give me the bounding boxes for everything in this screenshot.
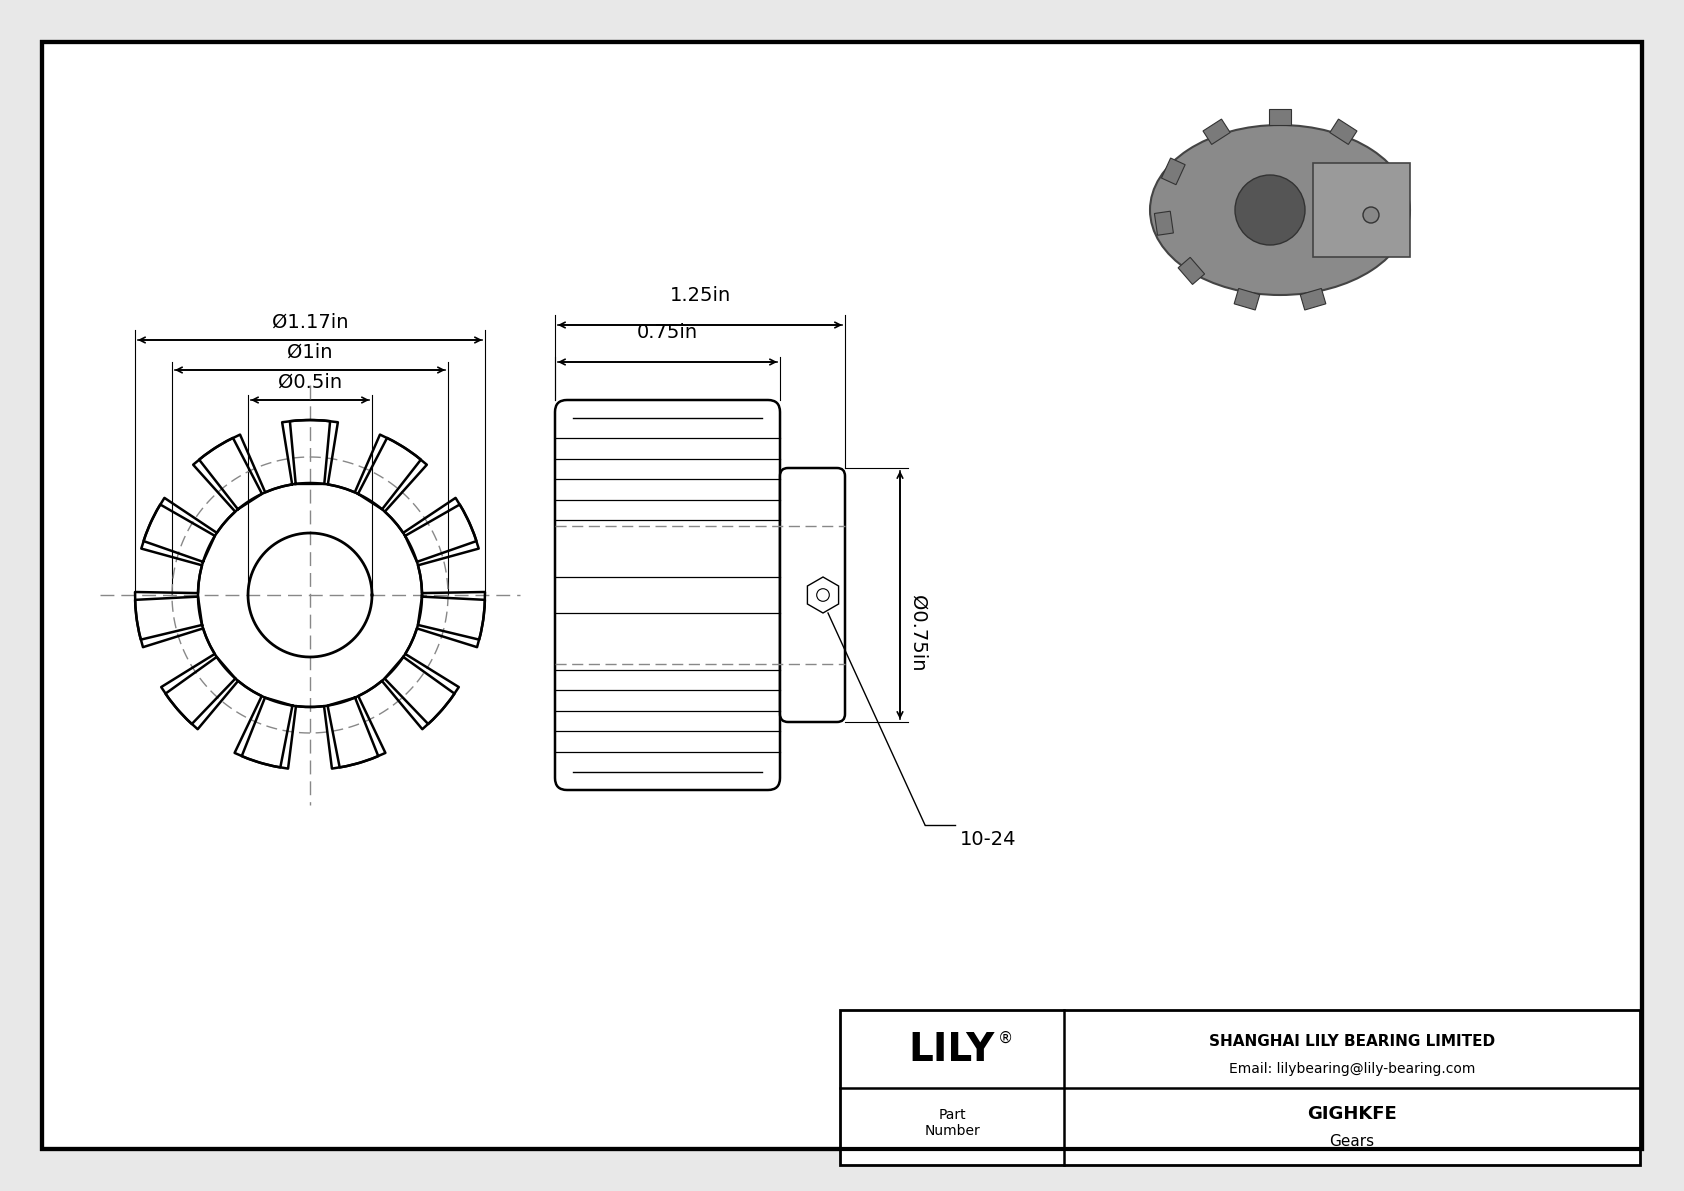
- Polygon shape: [1300, 288, 1325, 310]
- Text: Gears: Gears: [1329, 1134, 1374, 1149]
- Circle shape: [1234, 175, 1305, 245]
- Text: GIGHKFE: GIGHKFE: [1307, 1105, 1396, 1123]
- Polygon shape: [1202, 119, 1229, 144]
- Text: ®: ®: [997, 1030, 1012, 1046]
- Polygon shape: [1270, 110, 1292, 125]
- Text: Ø1in: Ø1in: [288, 343, 333, 362]
- Ellipse shape: [1150, 125, 1410, 295]
- Polygon shape: [1155, 211, 1174, 236]
- Bar: [1312, 163, 1410, 257]
- Polygon shape: [1234, 288, 1260, 310]
- Polygon shape: [1330, 119, 1357, 144]
- FancyBboxPatch shape: [780, 468, 845, 722]
- Circle shape: [1362, 207, 1379, 223]
- Text: Ø1.17in: Ø1.17in: [271, 312, 349, 331]
- Text: Ø0.75in: Ø0.75in: [908, 596, 928, 672]
- Text: Part
Number: Part Number: [925, 1108, 980, 1139]
- Bar: [840, 1010, 1640, 1165]
- Text: 0.75in: 0.75in: [637, 323, 699, 342]
- Text: LILY: LILY: [909, 1031, 995, 1070]
- Text: Ø0.5in: Ø0.5in: [278, 373, 342, 392]
- Text: SHANGHAI LILY BEARING LIMITED: SHANGHAI LILY BEARING LIMITED: [1209, 1034, 1495, 1048]
- Text: Email: lilybearing@lily-bearing.com: Email: lilybearing@lily-bearing.com: [1229, 1062, 1475, 1075]
- Polygon shape: [1162, 158, 1186, 185]
- Polygon shape: [1179, 257, 1204, 285]
- Text: 1.25in: 1.25in: [669, 286, 731, 305]
- Text: 10-24: 10-24: [960, 830, 1017, 849]
- FancyBboxPatch shape: [556, 400, 780, 790]
